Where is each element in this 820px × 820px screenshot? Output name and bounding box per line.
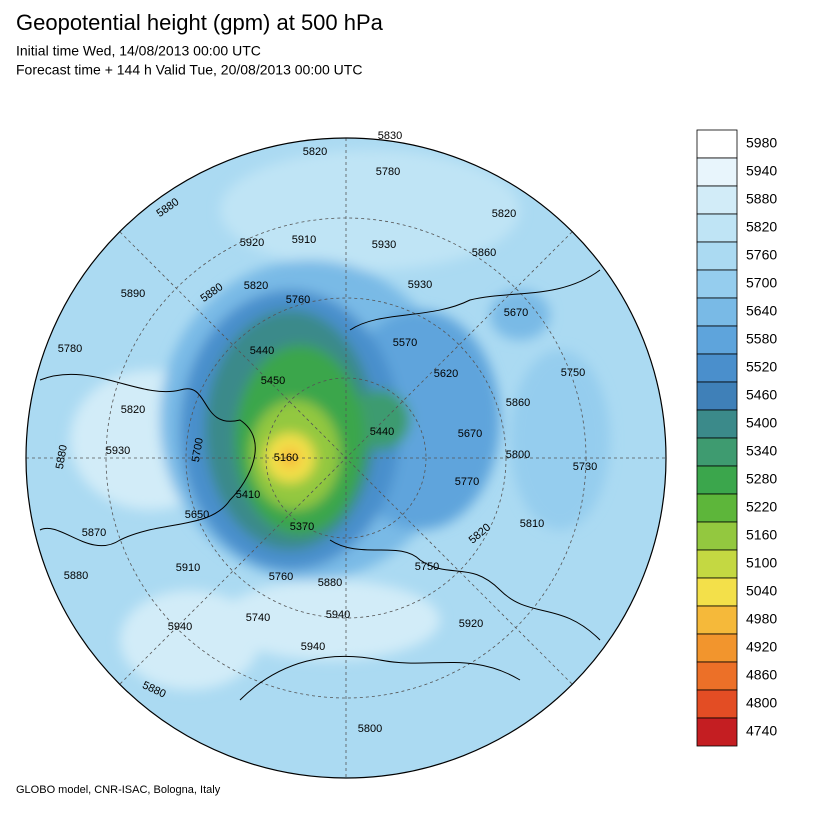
- colorbar-box: [696, 409, 738, 439]
- colorbar-box: [696, 269, 738, 299]
- colorbar-label: 5040: [746, 583, 777, 599]
- contour-label: 5880: [64, 570, 88, 582]
- contour-label: 5410: [236, 489, 260, 501]
- contour-label: 5820: [492, 208, 516, 220]
- contour-label: 5890: [121, 288, 145, 300]
- contour-label: 5440: [370, 426, 394, 438]
- colorbar-box: [696, 577, 738, 607]
- colorbar-label: 5220: [746, 499, 777, 515]
- colorbar-label: 5940: [746, 163, 777, 179]
- colorbar-box: [696, 605, 738, 635]
- colorbar-label: 5700: [746, 275, 777, 291]
- contour-label: 5800: [358, 723, 382, 735]
- initial-time: Initial time Wed, 14/08/2013 00:00 UTC: [16, 43, 261, 59]
- colorbar-label: 4980: [746, 611, 777, 627]
- colorbar-label: 5400: [746, 415, 777, 431]
- contour-label: 5820: [244, 280, 268, 292]
- contour-label: 5770: [455, 476, 479, 488]
- colorbar-box: [696, 325, 738, 355]
- colorbar-box: [696, 549, 738, 579]
- contour-label: 5450: [261, 375, 285, 387]
- colorbar-box: [696, 437, 738, 467]
- colorbar-box: [696, 185, 738, 215]
- colorbar-box: [696, 241, 738, 271]
- contour-label: 5760: [269, 571, 293, 583]
- colorbar-box: [696, 493, 738, 523]
- contour-label: 5440: [250, 345, 274, 357]
- contour-label: 5940: [326, 609, 350, 621]
- colorbar-box: [696, 465, 738, 495]
- contour-label: 5930: [408, 279, 432, 291]
- contour-label: 5780: [58, 343, 82, 355]
- colorbar-label: 5760: [746, 247, 777, 263]
- contour-label: 5810: [520, 518, 544, 530]
- contour-label: 5760: [286, 294, 310, 306]
- colorbar-label: 5460: [746, 387, 777, 403]
- contour-label: 5730: [573, 461, 597, 473]
- contour-label: 5670: [458, 428, 482, 440]
- contour-label: 5780: [376, 166, 400, 178]
- contour-label: 5930: [372, 239, 396, 251]
- contour-label: 5940: [168, 621, 192, 633]
- colorbar-label: 5640: [746, 303, 777, 319]
- colorbar-label: 5340: [746, 443, 777, 459]
- contour-label: 5930: [106, 445, 130, 457]
- colorbar-label: 5880: [746, 191, 777, 207]
- contour-label: 5800: [506, 449, 530, 461]
- contour-label: 5920: [459, 618, 483, 630]
- title: Geopotential height (gpm) at 500 hPa: [16, 10, 384, 35]
- map-border: [25, 137, 667, 779]
- contour-label: 5570: [393, 337, 417, 349]
- colorbar-box: [696, 633, 738, 663]
- contour-label: 5820: [303, 146, 327, 158]
- colorbar-box: [696, 689, 738, 719]
- contour-label: 5370: [290, 521, 314, 533]
- contour-label: 5750: [561, 367, 585, 379]
- colorbar-box: [696, 353, 738, 383]
- colorbar-label: 4860: [746, 667, 777, 683]
- colorbar-label: 4740: [746, 723, 777, 739]
- colorbar-label: 5100: [746, 555, 777, 571]
- contour-label: 5160: [274, 452, 298, 464]
- contour-label: 5700: [190, 437, 206, 463]
- colorbar-label: 5820: [746, 219, 777, 235]
- contour-label: 5910: [176, 562, 200, 574]
- colorbar-label: 4800: [746, 695, 777, 711]
- colorbar-label: 4920: [746, 639, 777, 655]
- colorbar-box: [696, 717, 738, 747]
- colorbar-label: 5160: [746, 527, 777, 543]
- colorbar-box: [696, 157, 738, 187]
- colorbar-box: [696, 129, 738, 159]
- colorbar-label: 5280: [746, 471, 777, 487]
- contour-label: 5620: [434, 368, 458, 380]
- colorbar-box: [696, 213, 738, 243]
- contour-label: 5860: [472, 247, 496, 259]
- contour-label: 5940: [301, 641, 325, 653]
- contour-label: 5880: [318, 577, 342, 589]
- colorbar-label: 5980: [746, 135, 777, 151]
- colorbar-box: [696, 381, 738, 411]
- contour-label: 5740: [246, 612, 270, 624]
- colorbar-box: [696, 661, 738, 691]
- contour-label: 5910: [292, 234, 316, 246]
- contour-label: 5860: [506, 397, 530, 409]
- colorbar-box: [696, 297, 738, 327]
- contour-label: 5820: [121, 404, 145, 416]
- contour-label: 5830: [378, 130, 402, 142]
- forecast-time: Forecast time + 144 h Valid Tue, 20/08/2…: [16, 62, 362, 78]
- colorbar-box: [696, 521, 738, 551]
- colorbar-label: 5580: [746, 331, 777, 347]
- footer: GLOBO model, CNR-ISAC, Bologna, Italy: [16, 784, 221, 796]
- contour-label: 5650: [185, 509, 209, 521]
- contour-label: 5880: [54, 444, 70, 470]
- colorbar-label: 5520: [746, 359, 777, 375]
- contour-label: 5870: [82, 527, 106, 539]
- contour-label: 5750: [415, 561, 439, 573]
- contour-label: 5920: [240, 237, 264, 249]
- map: [26, 138, 666, 778]
- contour-label: 5670: [504, 307, 528, 319]
